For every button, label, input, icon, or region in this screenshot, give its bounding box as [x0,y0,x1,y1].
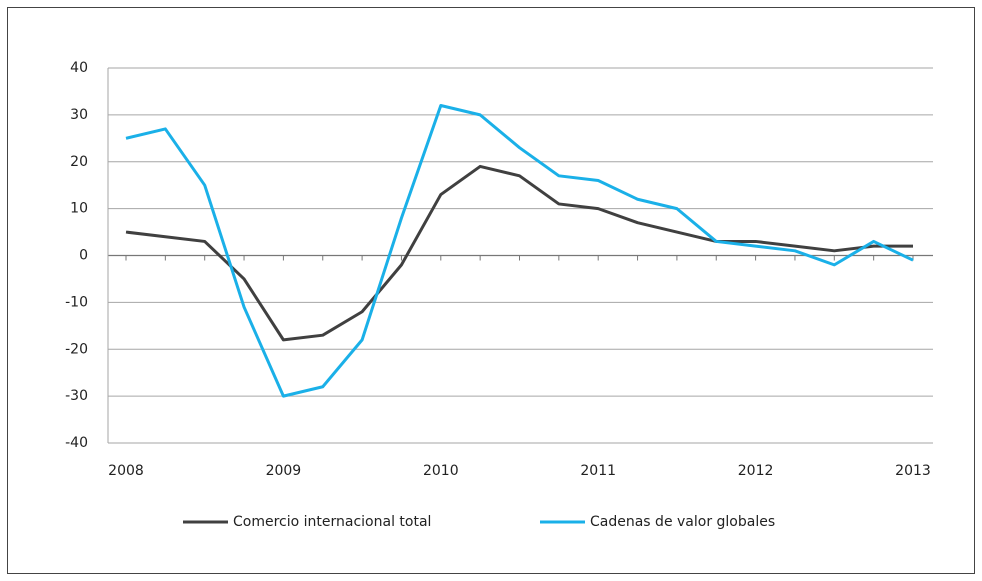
x-tick-label: 2008 [108,463,144,479]
legend-label: Cadenas de valor globales [590,514,775,530]
x-tick-label: 2013 [895,463,931,479]
y-tick-label: 10 [70,201,88,217]
y-tick-label: -10 [65,294,88,310]
x-tick-label: 2010 [423,463,459,479]
y-tick-label: 40 [70,60,88,76]
series-line [125,164,913,342]
y-tick-label: 30 [70,107,88,123]
y-tick-label: 20 [70,154,88,170]
y-tick-label: -20 [65,341,88,357]
y-tick-label: 0 [79,248,88,264]
frame [7,7,975,574]
y-tick-label: -40 [65,435,88,451]
x-tick-label: 2009 [266,463,302,479]
legend-label: Comercio internacional total [233,514,431,530]
y-tick-label: -30 [65,388,88,404]
x-tick-label: 2012 [738,463,774,479]
x-tick-label: 2011 [580,463,616,479]
series-line [125,104,914,398]
